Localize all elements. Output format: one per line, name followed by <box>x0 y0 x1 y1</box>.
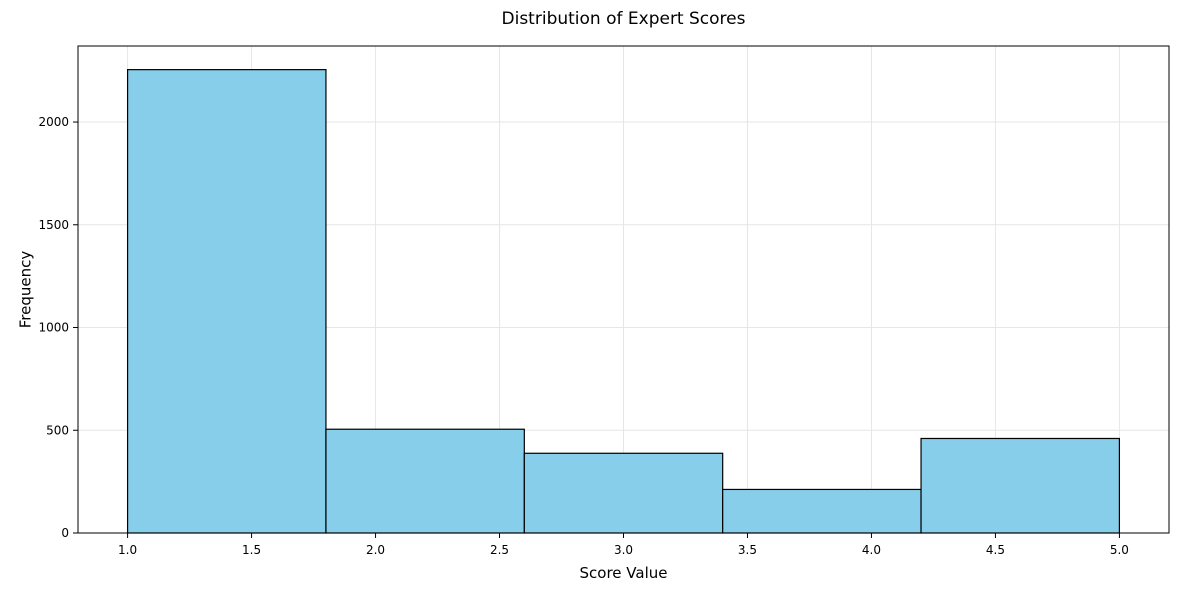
histogram-bar <box>126 69 327 534</box>
histogram-bar <box>920 437 1121 534</box>
x-tick-label: 4.0 <box>862 543 881 557</box>
bars-layer <box>126 69 1121 534</box>
y-axis-ticks: 0 500 1000 1500 2000 <box>38 115 78 540</box>
y-tick-label: 1000 <box>38 321 69 335</box>
y-tick-label: 0 <box>61 526 69 540</box>
x-tick-label: 5.0 <box>1110 543 1129 557</box>
histogram-bar <box>722 488 922 534</box>
x-tick-label: 2.0 <box>366 543 385 557</box>
x-tick-label: 3.0 <box>614 543 633 557</box>
y-axis-title: Frequency <box>17 251 35 329</box>
y-tick-label: 500 <box>46 423 69 437</box>
x-axis-ticks: 1.0 1.5 2.0 2.5 3.0 3.5 4.0 4.5 5.0 <box>118 533 1129 557</box>
x-tick-label: 4.5 <box>986 543 1005 557</box>
histogram-bar <box>523 452 724 534</box>
x-tick-label: 3.5 <box>738 543 757 557</box>
x-tick-label: 2.5 <box>490 543 509 557</box>
histogram-bar <box>325 428 525 534</box>
x-tick-label: 1.5 <box>242 543 261 557</box>
x-tick-label: 1.0 <box>118 543 137 557</box>
y-tick-label: 2000 <box>38 115 69 129</box>
x-axis-title: Score Value <box>580 564 668 582</box>
y-tick-label: 1500 <box>38 218 69 232</box>
chart-title: Distribution of Expert Scores <box>502 9 746 29</box>
